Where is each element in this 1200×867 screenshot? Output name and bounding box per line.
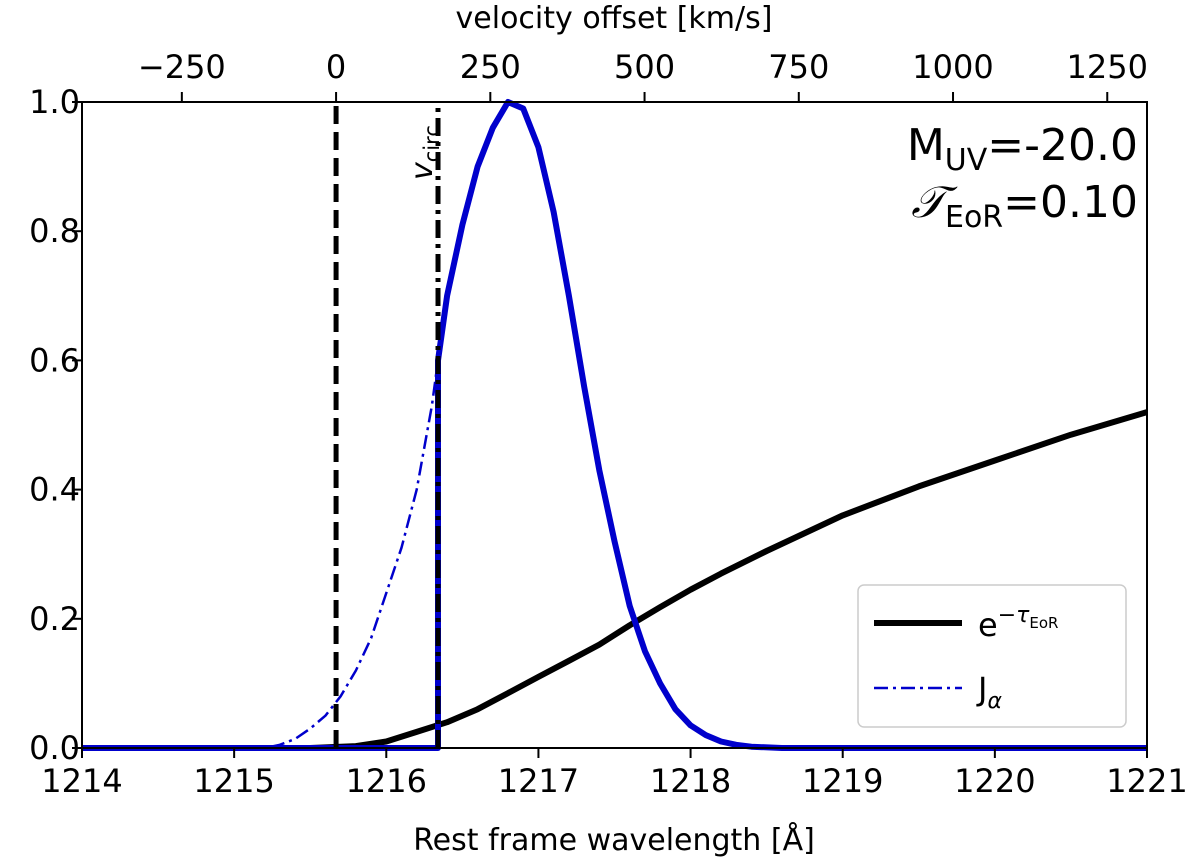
y-tick-label: 0.6 [29, 341, 80, 379]
x-tick-label: 1216 [346, 762, 427, 800]
series-line-0 [82, 409, 1148, 751]
y-tick-label: 0.4 [29, 471, 80, 509]
vline-layer [333, 102, 441, 748]
muv-annotation: MUV=-20.0 [907, 120, 1138, 178]
top-axis-label: velocity offset [km/s] [456, 1, 773, 36]
top-tick-label: 1000 [912, 48, 993, 86]
legend-label-jalpha: Jα [976, 670, 1002, 714]
legend-jalpha-sub: α [987, 689, 1002, 714]
vcirc-label-main: v [405, 161, 440, 180]
legend-jalpha-main: J [976, 670, 987, 708]
x-tick-label: 1214 [41, 762, 122, 800]
bottom-axis: 1214 1215 1216 1217 1218 1219 1220 1221 [41, 748, 1188, 800]
top-tick-label: 750 [768, 48, 829, 86]
tau-annotation: 𝒯EoR=0.10 [911, 177, 1138, 235]
vcirc-label-sub: circ [420, 125, 444, 162]
tau-sub: EoR [945, 200, 1003, 235]
top-tick-label: 250 [460, 48, 521, 86]
top-axis: −250 0 250 500 750 1000 1250 [138, 48, 1148, 102]
top-tick-label: −250 [138, 48, 226, 86]
x-tick-label: 1218 [650, 762, 731, 800]
vcirc-label: vcirc [405, 125, 444, 180]
y-tick-label: 0.2 [29, 600, 80, 638]
muv-sub: UV [945, 143, 988, 178]
plot-area [81, 99, 1148, 751]
x-tick-label: 1221 [1106, 762, 1187, 800]
x-tick-label: 1215 [193, 762, 274, 800]
muv-main: M [907, 120, 945, 171]
series-line-1 [82, 360, 440, 750]
muv-value: =-20.0 [987, 120, 1138, 171]
plot-frame [81, 101, 1148, 749]
tau-value: =0.10 [1003, 177, 1138, 228]
legend: e−τEoR Jα [857, 584, 1127, 728]
series-layer [82, 99, 1148, 751]
x-tick-label: 1217 [498, 762, 579, 800]
x-axis-label: Rest frame wavelength [Å] [413, 822, 815, 858]
top-tick-label: 0 [326, 48, 346, 86]
top-tick-label: 500 [614, 48, 675, 86]
legend-transmission-sub: EoR [1029, 614, 1058, 632]
legend-transmission-sup: −τ [998, 603, 1030, 628]
y-tick-label: 0.8 [29, 212, 80, 250]
y-tick-label: 0.0 [29, 729, 80, 767]
series-line-2 [82, 99, 1147, 751]
y-tick-label: 1.0 [29, 83, 80, 121]
top-tick-label: 1250 [1067, 48, 1148, 86]
legend-label-transmission: e−τEoR [978, 603, 1058, 644]
x-tick-label: 1220 [954, 762, 1035, 800]
x-tick-label: 1219 [802, 762, 883, 800]
left-axis: 0.0 0.2 0.4 0.6 0.8 1.0 [29, 83, 82, 767]
legend-transmission-main: e [978, 606, 998, 644]
